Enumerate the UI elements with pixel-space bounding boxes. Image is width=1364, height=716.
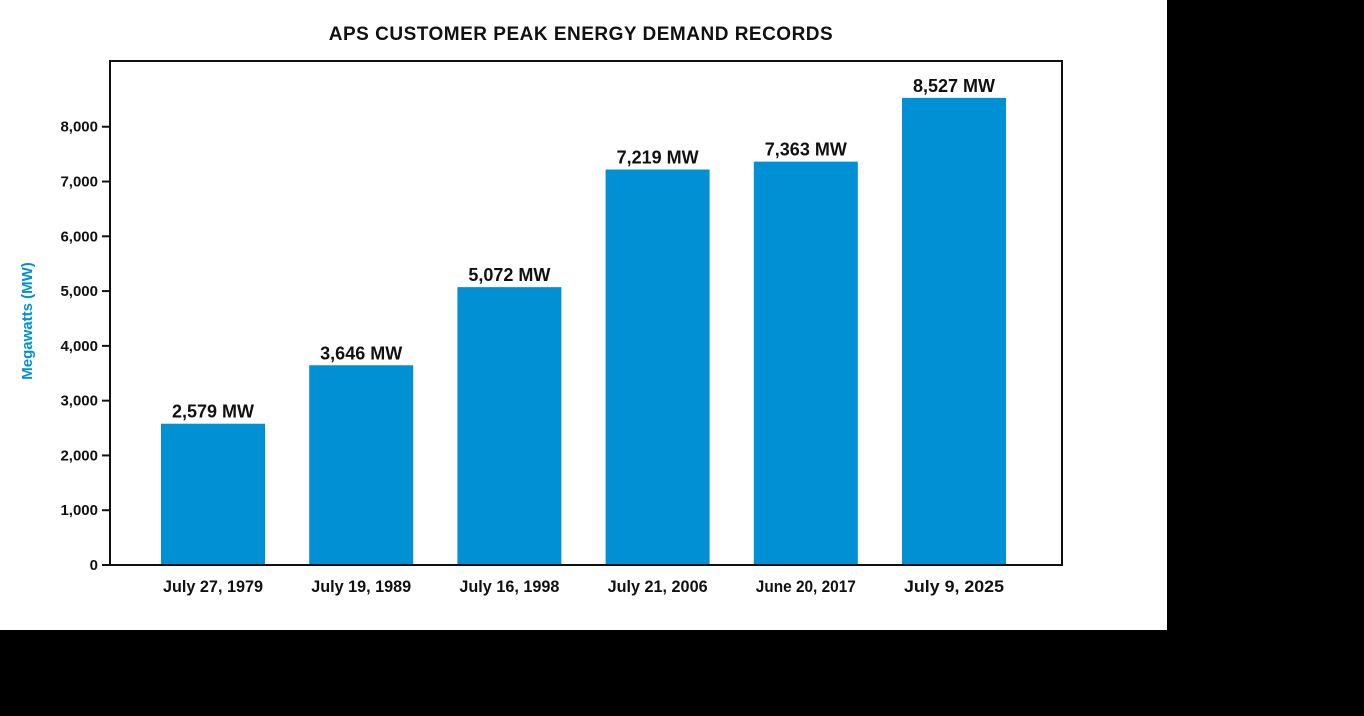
y-tick-label: 5,000 (60, 283, 98, 300)
bar-data-label: 7,363 MW (765, 140, 847, 160)
bar-data-label: 2,579 MW (172, 402, 254, 422)
y-tick-label: 2,000 (60, 447, 98, 464)
x-tick-label: July 19, 1989 (311, 577, 411, 596)
x-tick-label: July 9, 2025 (904, 577, 1004, 596)
x-tick-label: July 21, 2006 (608, 577, 708, 596)
bar (753, 161, 858, 565)
x-tick-label: July 27, 1979 (163, 577, 263, 596)
bar (161, 423, 265, 565)
bar-chart: APS CUSTOMER PEAK ENERGY DEMAND RECORDS … (19, 24, 1063, 596)
x-tick-label: July 16, 1998 (459, 577, 559, 596)
bar (457, 287, 562, 565)
y-tick-label: 7,000 (60, 174, 98, 191)
bar (309, 365, 414, 565)
y-axis-label: Megawatts (MW) (19, 262, 36, 380)
plot-frame (109, 60, 1063, 566)
bar-series (161, 97, 1006, 565)
bar (902, 97, 1006, 565)
y-tick-label: 1,000 (60, 502, 98, 519)
bar-data-label: 7,219 MW (617, 148, 699, 168)
x-axis-ticks: July 27, 1979 July 19, 1989 July 16, 1998 J… (163, 577, 1004, 596)
y-tick-label: 6,000 (60, 228, 98, 245)
bar-data-label: 3,646 MW (320, 343, 402, 363)
chart-title: APS CUSTOMER PEAK ENERGY DEMAND RECORDS (329, 24, 833, 45)
y-tick-label: 3,000 (60, 393, 98, 410)
chart-canvas: APS CUSTOMER PEAK ENERGY DEMAND RECORDS … (0, 0, 1167, 630)
bar (605, 169, 710, 565)
y-tick-label: 8,000 (60, 119, 98, 136)
data-labels: 2,579 MW 3,646 MW 5,072 MW 7,219 MW 7,363 MW… (172, 76, 995, 422)
x-tick-label: June 20, 2017 (756, 577, 856, 596)
y-tick-label: 4,000 (60, 338, 98, 355)
y-axis-ticks: 0 1,000 2,000 3,000 4,000 5,000 6,000 7,000 8,00… (60, 119, 110, 574)
y-tick-label: 0 (90, 557, 98, 574)
bar-data-label: 5,072 MW (468, 265, 550, 285)
bar-data-label: 8,527 MW (913, 76, 995, 96)
